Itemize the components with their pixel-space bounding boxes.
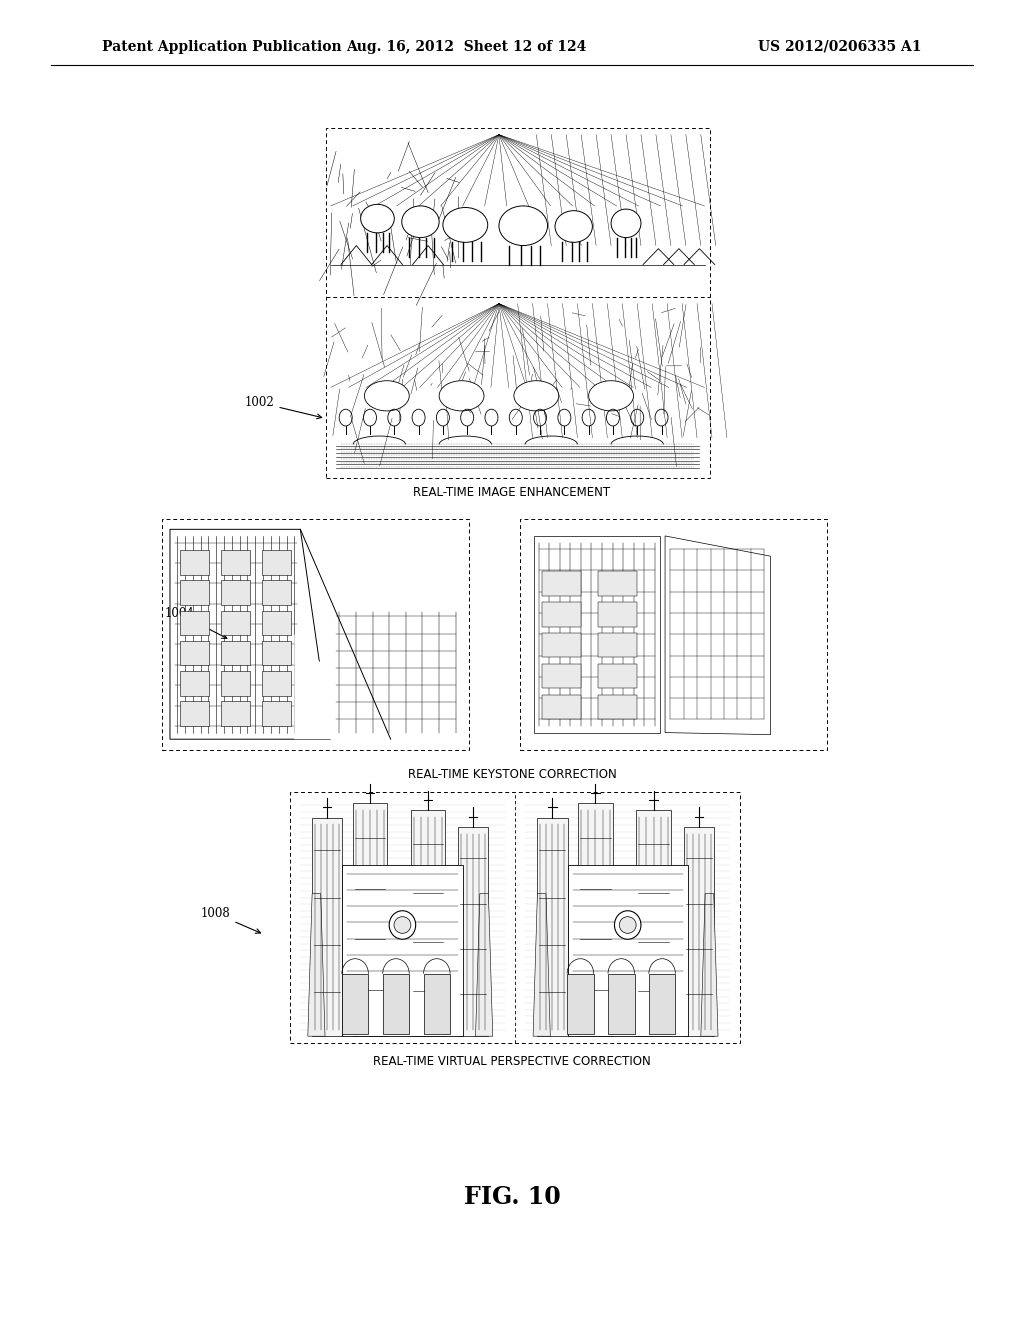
- Bar: [262, 581, 291, 605]
- Bar: [542, 634, 581, 657]
- Text: 1002: 1002: [245, 396, 322, 418]
- Bar: [221, 611, 250, 635]
- Text: US 2012/0206335 A1: US 2012/0206335 A1: [758, 40, 922, 54]
- Bar: [262, 550, 291, 574]
- Bar: [312, 817, 342, 1036]
- Text: 1008: 1008: [201, 907, 260, 933]
- Bar: [459, 828, 488, 1036]
- Bar: [262, 642, 291, 665]
- Ellipse shape: [555, 211, 592, 243]
- Polygon shape: [308, 894, 325, 1036]
- Bar: [598, 634, 637, 657]
- Polygon shape: [294, 635, 390, 739]
- Bar: [180, 701, 209, 726]
- FancyBboxPatch shape: [290, 792, 740, 1043]
- Polygon shape: [475, 894, 493, 1036]
- Text: 1004: 1004: [165, 607, 227, 639]
- Text: REAL-TIME IMAGE ENHANCEMENT: REAL-TIME IMAGE ENHANCEMENT: [414, 486, 610, 499]
- Polygon shape: [665, 536, 770, 735]
- Polygon shape: [170, 529, 331, 739]
- Bar: [342, 974, 369, 1034]
- Text: REAL-TIME KEYSTONE CORRECTION: REAL-TIME KEYSTONE CORRECTION: [408, 768, 616, 781]
- Bar: [579, 804, 612, 1036]
- Bar: [542, 602, 581, 627]
- Bar: [542, 572, 581, 595]
- Ellipse shape: [389, 911, 416, 940]
- Bar: [221, 671, 250, 696]
- Bar: [221, 701, 250, 726]
- Text: Aug. 16, 2012  Sheet 12 of 124: Aug. 16, 2012 Sheet 12 of 124: [346, 40, 586, 54]
- Bar: [221, 550, 250, 574]
- Bar: [383, 974, 410, 1034]
- Bar: [542, 664, 581, 689]
- Bar: [221, 642, 250, 665]
- Ellipse shape: [401, 206, 439, 238]
- Text: REAL-TIME VIRTUAL PERSPECTIVE CORRECTION: REAL-TIME VIRTUAL PERSPECTIVE CORRECTION: [373, 1055, 651, 1068]
- Bar: [180, 642, 209, 665]
- Bar: [598, 572, 637, 595]
- Bar: [424, 974, 451, 1034]
- Ellipse shape: [614, 911, 641, 940]
- Bar: [180, 550, 209, 574]
- Bar: [342, 865, 463, 1036]
- Bar: [636, 810, 671, 1036]
- Polygon shape: [534, 894, 550, 1036]
- Bar: [262, 611, 291, 635]
- Bar: [221, 581, 250, 605]
- Text: FIG. 10: FIG. 10: [464, 1185, 560, 1209]
- Ellipse shape: [442, 207, 487, 243]
- Bar: [411, 810, 445, 1036]
- Bar: [567, 865, 688, 1036]
- Bar: [598, 696, 637, 719]
- Bar: [598, 664, 637, 689]
- Ellipse shape: [365, 380, 410, 411]
- Bar: [180, 671, 209, 696]
- Ellipse shape: [589, 380, 634, 411]
- Bar: [538, 817, 567, 1036]
- Ellipse shape: [439, 380, 484, 411]
- Text: Patent Application Publication: Patent Application Publication: [102, 40, 342, 54]
- Bar: [180, 611, 209, 635]
- Ellipse shape: [360, 205, 394, 232]
- Ellipse shape: [611, 209, 641, 238]
- Bar: [542, 696, 581, 719]
- FancyBboxPatch shape: [520, 519, 827, 750]
- Bar: [262, 701, 291, 726]
- FancyBboxPatch shape: [326, 128, 710, 478]
- Bar: [180, 581, 209, 605]
- Bar: [598, 602, 637, 627]
- Bar: [649, 974, 676, 1034]
- Bar: [567, 974, 594, 1034]
- Bar: [534, 536, 659, 733]
- Bar: [684, 828, 714, 1036]
- FancyBboxPatch shape: [162, 519, 469, 750]
- Polygon shape: [700, 894, 718, 1036]
- Ellipse shape: [499, 206, 548, 246]
- Ellipse shape: [394, 916, 411, 933]
- Bar: [353, 804, 387, 1036]
- Bar: [608, 974, 635, 1034]
- Ellipse shape: [620, 916, 636, 933]
- Bar: [262, 671, 291, 696]
- Ellipse shape: [514, 380, 559, 411]
